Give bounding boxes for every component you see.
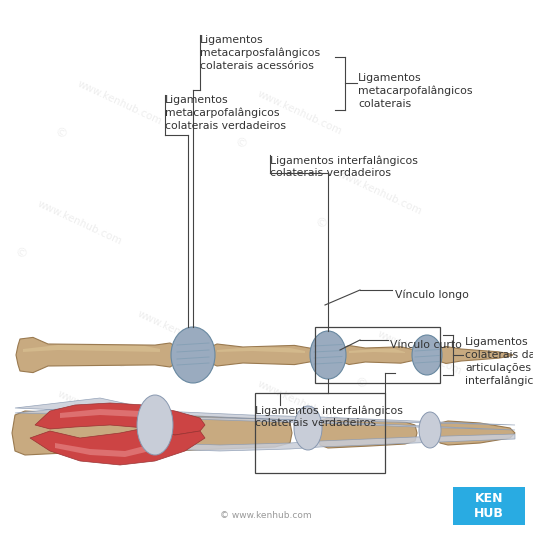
Text: Ligamentos interfalângicos
colaterais verdadeiros: Ligamentos interfalângicos colaterais ve… xyxy=(270,155,418,179)
Polygon shape xyxy=(12,411,143,455)
Text: ©: © xyxy=(111,354,128,372)
Text: ©: © xyxy=(52,125,68,142)
Polygon shape xyxy=(318,418,417,448)
Text: KEN
HUB: KEN HUB xyxy=(474,492,504,520)
Text: ©: © xyxy=(232,424,248,441)
Polygon shape xyxy=(349,349,405,353)
Polygon shape xyxy=(210,344,317,366)
Ellipse shape xyxy=(137,395,173,455)
Ellipse shape xyxy=(419,412,441,448)
Text: www.kenhub.com: www.kenhub.com xyxy=(376,329,464,377)
Polygon shape xyxy=(23,345,160,352)
Text: www.kenhub.com: www.kenhub.com xyxy=(56,389,144,437)
Polygon shape xyxy=(60,409,165,421)
Text: Ligamentos
colaterais das
articulações
interfalângicas: Ligamentos colaterais das articulações i… xyxy=(465,337,533,386)
Text: Vínculo longo: Vínculo longo xyxy=(395,290,469,301)
Text: Vínculo curto: Vínculo curto xyxy=(390,340,462,350)
Text: © www.kenhub.com: © www.kenhub.com xyxy=(220,511,312,520)
Ellipse shape xyxy=(294,406,322,450)
Text: Ligamentos
metacarpofalângicos
colaterais verdadeiros: Ligamentos metacarpofalângicos colaterai… xyxy=(165,95,286,131)
Text: www.kenhub.com: www.kenhub.com xyxy=(336,169,424,217)
Polygon shape xyxy=(15,398,515,430)
Ellipse shape xyxy=(310,331,346,379)
Text: ©: © xyxy=(232,134,248,151)
Ellipse shape xyxy=(171,327,215,383)
Polygon shape xyxy=(342,345,417,365)
Polygon shape xyxy=(438,421,515,445)
Text: www.kenhub.com: www.kenhub.com xyxy=(136,309,224,357)
Text: Ligamentos interfalângicos
colaterais verdadeiros: Ligamentos interfalângicos colaterais ve… xyxy=(255,405,403,429)
Text: ©: © xyxy=(352,375,368,392)
Text: Ligamentos
metacarposfalângicos
colaterais acessórios: Ligamentos metacarposfalângicos colatera… xyxy=(200,35,320,71)
Polygon shape xyxy=(16,337,180,373)
Text: ©: © xyxy=(312,214,328,231)
Text: www.kenhub.com: www.kenhub.com xyxy=(256,89,344,137)
Polygon shape xyxy=(217,347,305,353)
Text: www.kenhub.com: www.kenhub.com xyxy=(76,79,164,127)
Text: ©: © xyxy=(31,434,49,451)
Text: ©: © xyxy=(12,245,28,262)
Polygon shape xyxy=(439,346,513,364)
Text: www.kenhub.com: www.kenhub.com xyxy=(36,199,124,247)
Bar xyxy=(255,393,385,473)
Polygon shape xyxy=(158,415,292,451)
Ellipse shape xyxy=(412,335,442,375)
Bar xyxy=(315,327,440,383)
Text: Ligamentos
metacarpofalângicos
colaterais: Ligamentos metacarpofalângicos colaterai… xyxy=(358,73,472,109)
Polygon shape xyxy=(160,434,515,451)
Polygon shape xyxy=(30,428,205,465)
Text: www.kenhub.com: www.kenhub.com xyxy=(256,379,344,427)
Polygon shape xyxy=(35,403,205,435)
Bar xyxy=(453,487,525,525)
Polygon shape xyxy=(55,443,150,457)
